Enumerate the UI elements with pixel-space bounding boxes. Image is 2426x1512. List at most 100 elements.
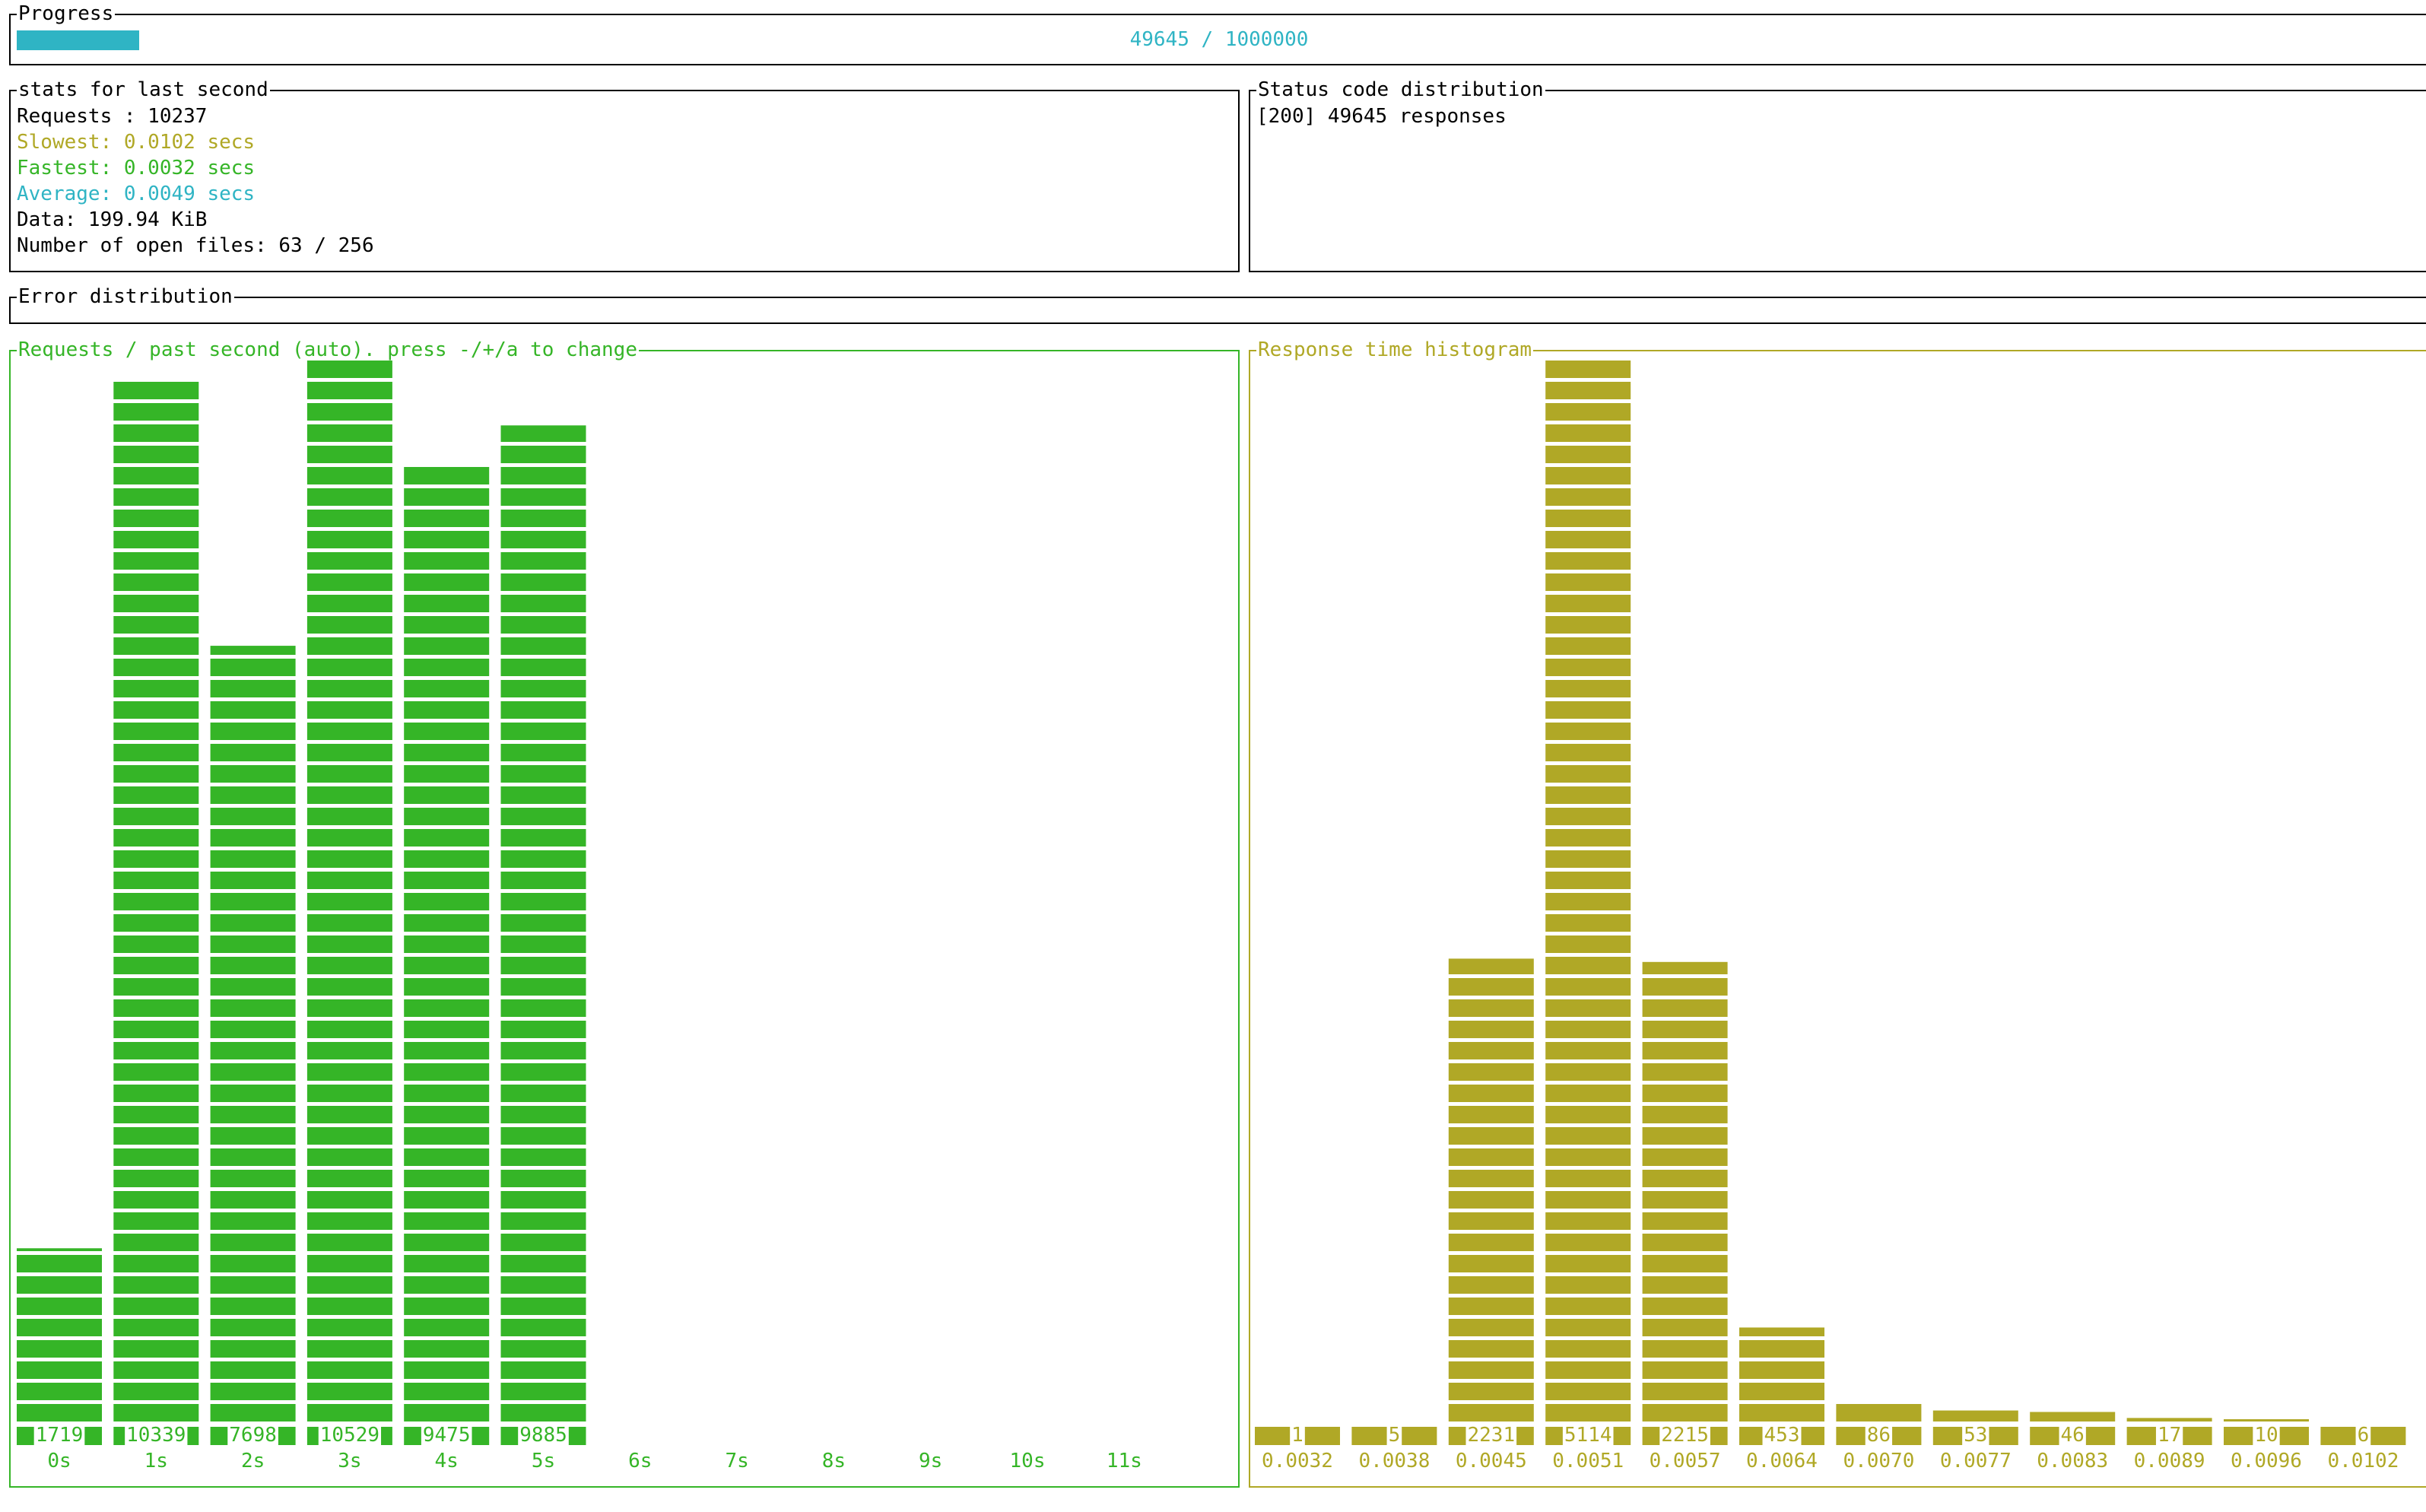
bar-segment xyxy=(404,1063,490,1081)
stats-data: Data: 199.94 KiB xyxy=(17,208,208,231)
bar-segment xyxy=(306,616,392,634)
bar-segment xyxy=(1545,1170,1631,1187)
bar-segment xyxy=(404,1127,490,1145)
bar-segment xyxy=(306,1063,392,1081)
bar-value-label: 10 xyxy=(2254,1424,2278,1447)
bar-segment xyxy=(306,744,392,761)
bar-value-label: 17 xyxy=(2158,1424,2181,1447)
bar-segment xyxy=(113,829,199,847)
bar-segment xyxy=(500,1298,586,1315)
bar-segment xyxy=(500,1276,586,1294)
bar-segment xyxy=(210,829,296,847)
bar-segment xyxy=(500,893,586,910)
bar-segment xyxy=(500,978,586,996)
bar-segment xyxy=(1642,1063,1728,1081)
bar-segment xyxy=(404,616,490,634)
bar xyxy=(404,467,490,1445)
bar-segment xyxy=(1448,1148,1534,1166)
bar-segment xyxy=(1545,1212,1631,1230)
bar-segment xyxy=(210,786,296,804)
bar-segment xyxy=(1448,1298,1534,1315)
bar-segment xyxy=(1642,1383,1728,1400)
bar-segment xyxy=(500,786,586,804)
bar-segment xyxy=(500,531,586,548)
bar-segment xyxy=(113,808,199,825)
bar-segment xyxy=(2030,1412,2116,1421)
x-tick-label: 0.0057 xyxy=(1650,1450,1721,1472)
bar-value-label: 1719 xyxy=(36,1424,84,1447)
bar-segment xyxy=(210,1085,296,1102)
bar-segment xyxy=(306,382,392,399)
bar-segment xyxy=(113,1042,199,1059)
bar-segment xyxy=(1642,1212,1728,1230)
bar-segment xyxy=(306,531,392,548)
bar-value-label-background xyxy=(2059,1427,2086,1445)
bar-segment xyxy=(500,616,586,634)
bar-segment xyxy=(1545,723,1631,740)
bar-segment xyxy=(113,744,199,761)
bar-segment xyxy=(1545,850,1631,868)
bar-segment xyxy=(1545,893,1631,910)
bar-segment xyxy=(500,1383,586,1400)
bar-segment xyxy=(306,680,392,697)
bar-segment xyxy=(500,488,586,506)
bar-segment xyxy=(113,850,199,868)
response-time-histogram-chart: 1 0.0032 5 0.0038 2231 0.0045 5114 0.0051 2215 0.… xyxy=(1255,361,2406,1472)
bar-segment xyxy=(113,616,199,634)
bar-segment xyxy=(306,637,392,655)
bar-segment xyxy=(500,1340,586,1358)
bar-segment xyxy=(1545,552,1631,570)
bar-segment xyxy=(210,765,296,783)
bar-segment xyxy=(1545,1085,1631,1102)
x-tick-label: 0.0045 xyxy=(1456,1450,1527,1472)
bar-segment xyxy=(404,765,490,783)
bar-value-label: 453 xyxy=(1764,1424,1800,1447)
bar-segment xyxy=(1545,786,1631,804)
bar-segment xyxy=(306,723,392,740)
bar-segment xyxy=(404,510,490,527)
bar-value-label-background xyxy=(2355,1427,2371,1445)
x-tick-label: 0.0038 xyxy=(1358,1450,1430,1472)
bar-segment xyxy=(1448,958,1534,974)
bar-segment xyxy=(113,1127,199,1145)
bar-segment xyxy=(2224,1419,2309,1421)
bar-value-label: 2215 xyxy=(1661,1424,1709,1447)
bar-segment xyxy=(113,701,199,719)
bar-segment xyxy=(113,403,199,421)
bar-segment xyxy=(306,424,392,442)
bar-segment xyxy=(1448,999,1534,1017)
bar-segment xyxy=(404,1085,490,1102)
bar-segment xyxy=(1545,467,1631,484)
bar-value-label-background xyxy=(125,1427,188,1445)
bar-segment xyxy=(1545,1127,1631,1145)
bar-segment xyxy=(404,850,490,868)
bar-value-label: 1 xyxy=(1291,1424,1303,1447)
bar-segment xyxy=(1739,1383,1824,1400)
stats-slowest: Slowest: 0.0102 secs xyxy=(17,131,256,154)
bar-segment xyxy=(113,1106,199,1123)
bar-segment xyxy=(404,1042,490,1059)
bar-segment xyxy=(306,573,392,591)
bar-segment xyxy=(210,646,296,655)
bar xyxy=(1642,961,1728,1445)
bar-segment xyxy=(113,1170,199,1187)
bar xyxy=(1448,958,1534,1445)
bar-segment xyxy=(500,999,586,1017)
bar-segment xyxy=(113,1298,199,1315)
bar-segment xyxy=(210,957,296,974)
bar-segment xyxy=(1545,765,1631,783)
bar-segment xyxy=(113,1021,199,1038)
bar-segment xyxy=(210,680,296,697)
bar-segment xyxy=(210,1298,296,1315)
bar-segment xyxy=(1545,1148,1631,1166)
bar-segment xyxy=(113,1191,199,1209)
bar-segment xyxy=(500,446,586,463)
bar-segment xyxy=(1545,573,1631,591)
x-tick-label: 0.0083 xyxy=(2037,1450,2108,1472)
bar-segment xyxy=(500,425,586,442)
bar-segment xyxy=(1642,1191,1728,1209)
bar-segment xyxy=(306,914,392,932)
bar-segment xyxy=(210,893,296,910)
bar-segment xyxy=(210,1255,296,1272)
bar-segment xyxy=(1545,531,1631,548)
